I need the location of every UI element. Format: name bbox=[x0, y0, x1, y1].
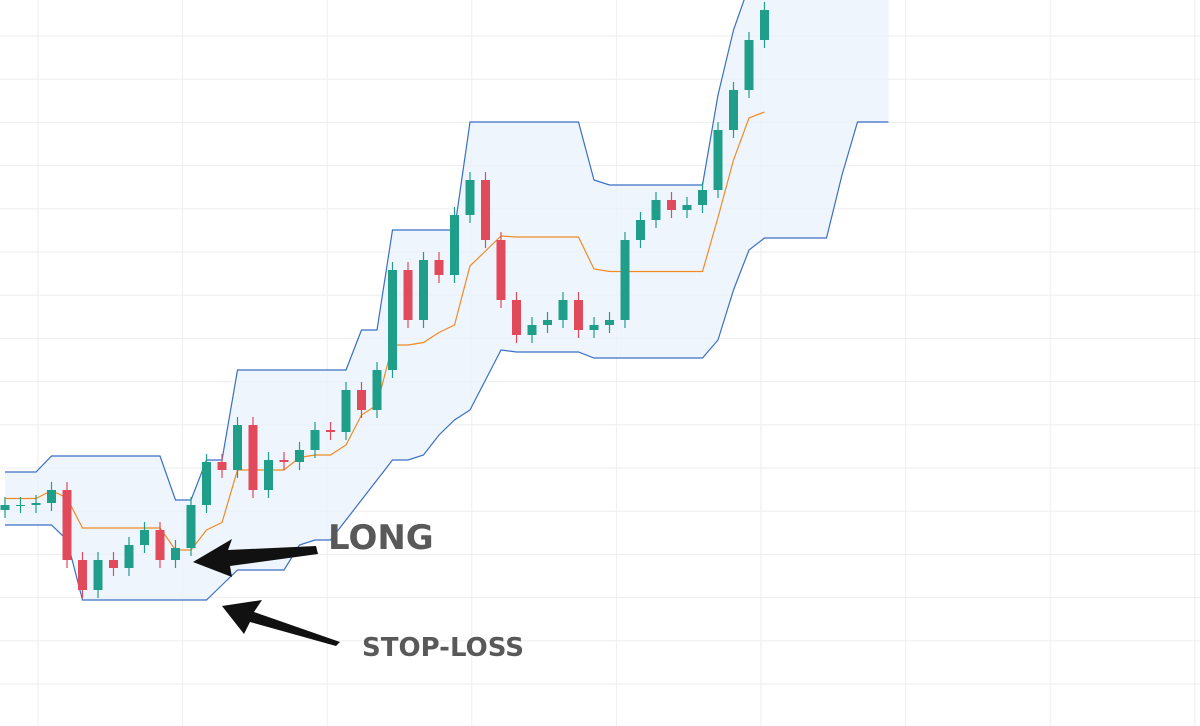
candle-body bbox=[434, 260, 444, 275]
candle-body bbox=[558, 300, 568, 320]
candle-body bbox=[496, 240, 506, 300]
candle-body bbox=[217, 462, 227, 470]
candle-body bbox=[341, 390, 351, 432]
candle-body bbox=[155, 530, 165, 560]
candle-body bbox=[310, 430, 320, 450]
channel-lower bbox=[5, 121, 889, 601]
candle-body bbox=[713, 130, 723, 190]
candle-body bbox=[372, 370, 382, 410]
candle-body bbox=[0, 505, 10, 510]
candle-body bbox=[47, 490, 56, 503]
plot bbox=[0, 0, 889, 601]
candle-body bbox=[171, 548, 180, 560]
candle-body bbox=[279, 460, 289, 462]
candle-body bbox=[512, 300, 521, 335]
candle-body bbox=[543, 320, 552, 325]
candle-body bbox=[605, 320, 614, 325]
candle-body bbox=[109, 560, 118, 568]
candle-body bbox=[326, 430, 335, 432]
candle-body bbox=[667, 200, 676, 210]
long-arrow bbox=[193, 539, 318, 577]
annotations: LONG STOP-LOSS bbox=[193, 518, 524, 663]
candle-body bbox=[357, 390, 366, 410]
candle-body bbox=[124, 545, 134, 568]
candle-body bbox=[574, 300, 583, 330]
candle-body bbox=[186, 505, 196, 548]
candle-body bbox=[202, 462, 211, 505]
candle-body bbox=[589, 325, 599, 330]
candle-body bbox=[233, 425, 242, 470]
long-label: LONG bbox=[328, 518, 434, 558]
channel-upper bbox=[5, 0, 745, 501]
candle-body bbox=[481, 180, 490, 240]
candle-body bbox=[744, 40, 754, 90]
candle-body bbox=[682, 205, 692, 210]
candle-body bbox=[264, 460, 273, 490]
stop-loss-label: STOP-LOSS bbox=[362, 633, 524, 663]
candle-body bbox=[760, 10, 769, 40]
channel-fill bbox=[5, 0, 889, 600]
candle-body bbox=[527, 325, 537, 335]
stop-loss-arrow bbox=[222, 600, 340, 646]
candle-body bbox=[62, 490, 72, 560]
candle-body bbox=[388, 270, 397, 370]
candle-body bbox=[93, 560, 103, 590]
candle-body bbox=[620, 240, 630, 320]
candle-body bbox=[140, 530, 149, 545]
candle-body bbox=[403, 270, 413, 320]
channel-middle bbox=[5, 111, 765, 551]
candle-body bbox=[450, 215, 459, 275]
candle-body bbox=[419, 260, 428, 320]
candle-body bbox=[16, 505, 25, 506]
candle-body bbox=[698, 190, 707, 205]
candle-body bbox=[248, 425, 258, 490]
candle-body bbox=[636, 220, 645, 240]
candle-body bbox=[651, 200, 661, 220]
candle-body bbox=[31, 503, 41, 505]
candle-body bbox=[465, 180, 475, 215]
candle-body bbox=[78, 560, 87, 590]
candle-body bbox=[729, 90, 738, 130]
candle-body bbox=[295, 450, 304, 462]
